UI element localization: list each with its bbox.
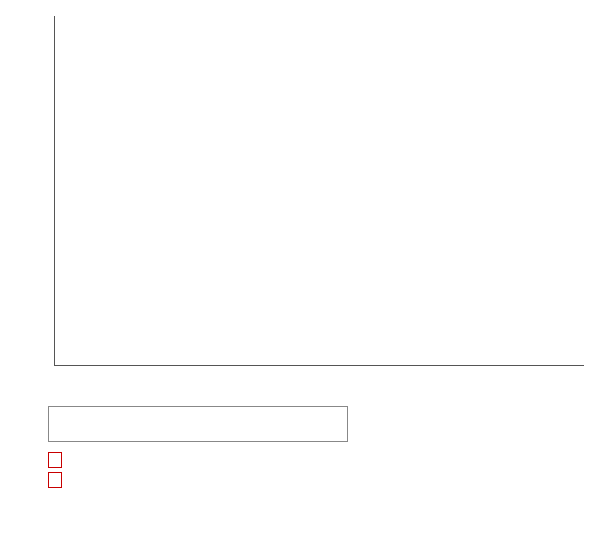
legend-item xyxy=(55,424,341,438)
sale-row xyxy=(48,470,596,490)
chart-container xyxy=(0,0,600,508)
sale-records xyxy=(48,450,596,490)
chart-wrap xyxy=(10,12,590,402)
sale-marker-icon xyxy=(48,452,62,468)
plot-area xyxy=(54,16,584,366)
sale-marker-icon xyxy=(48,472,62,488)
legend-box xyxy=(48,406,348,442)
legend-swatch xyxy=(55,430,75,432)
legend-swatch xyxy=(55,416,75,418)
legend-item xyxy=(55,410,341,424)
line-series-svg xyxy=(55,16,585,366)
sale-row xyxy=(48,450,596,470)
